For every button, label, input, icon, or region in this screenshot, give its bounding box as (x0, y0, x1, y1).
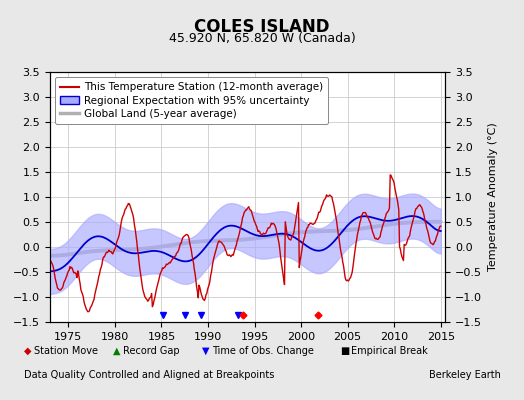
Text: Berkeley Earth: Berkeley Earth (429, 370, 500, 380)
Text: Empirical Break: Empirical Break (351, 346, 428, 356)
Text: COLES ISLAND: COLES ISLAND (194, 18, 330, 36)
Legend: This Temperature Station (12-month average), Regional Expectation with 95% uncer: This Temperature Station (12-month avera… (55, 77, 329, 124)
Y-axis label: Temperature Anomaly (°C): Temperature Anomaly (°C) (488, 123, 498, 271)
Text: Station Move: Station Move (34, 346, 98, 356)
Text: ▲: ▲ (113, 346, 120, 356)
Text: Record Gap: Record Gap (123, 346, 180, 356)
Text: ▼: ▼ (202, 346, 209, 356)
Text: ◆: ◆ (24, 346, 31, 356)
Text: Data Quality Controlled and Aligned at Breakpoints: Data Quality Controlled and Aligned at B… (24, 370, 274, 380)
Text: Time of Obs. Change: Time of Obs. Change (212, 346, 314, 356)
Text: ■: ■ (341, 346, 350, 356)
Text: 45.920 N, 65.820 W (Canada): 45.920 N, 65.820 W (Canada) (169, 32, 355, 45)
